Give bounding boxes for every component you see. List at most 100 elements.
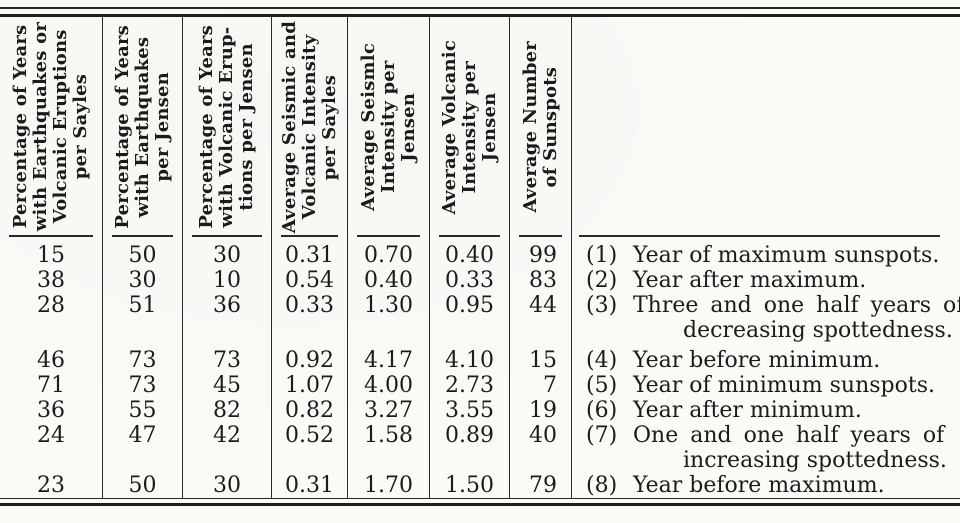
table-cell: 55 xyxy=(103,398,183,423)
table-cell: 46 xyxy=(0,343,103,373)
column-header-text: Percentage of Years with Earthquakes per… xyxy=(111,25,173,229)
scanned-page: Percentage of Years with Earthquakes or … xyxy=(0,7,960,523)
row-number: (8) xyxy=(586,473,618,498)
table-cell: 3.27 xyxy=(348,398,430,423)
table-cell: 82 xyxy=(183,398,272,423)
table-cell: 0.92 xyxy=(272,343,348,373)
row-description: (1) Year of maximum sunspots. xyxy=(572,237,960,268)
table-cell: 30 xyxy=(183,237,272,268)
row-description-text: Year before maximum. xyxy=(633,473,885,498)
table-cell: 2.73 xyxy=(430,373,510,398)
table-cell: 38 xyxy=(0,268,103,293)
table-cell: 4.00 xyxy=(348,373,430,398)
table-cell: 24 xyxy=(0,423,103,473)
row-description-text: decreasing spottedness. xyxy=(683,318,953,343)
table-cell: 0.31 xyxy=(272,237,348,268)
row-number: (1) xyxy=(586,243,618,268)
table-cell: 99 xyxy=(510,237,572,268)
table-cell: 15 xyxy=(510,343,572,373)
table-cell: 30 xyxy=(183,473,272,498)
column-header-text: Percentage of Years with Earthquakes or … xyxy=(10,22,91,232)
table-cell: 36 xyxy=(183,293,272,343)
table-cell: 44 xyxy=(510,293,572,343)
table-cell: 1.70 xyxy=(348,473,430,498)
table-cell: 73 xyxy=(103,343,183,373)
column-header-pct-years-eq-jensen: Percentage of Years with Earthquakes per… xyxy=(103,17,183,237)
row-description: (6) Year after minimum. xyxy=(572,398,960,423)
row-description-text: Three and one half years of xyxy=(633,293,960,318)
table-cell: 42 xyxy=(183,423,272,473)
table-cell: 0.89 xyxy=(430,423,510,473)
row-description-text: Year of maximum sunspots. xyxy=(633,243,940,268)
row-number: (4) xyxy=(586,348,618,373)
table-cell: 0.52 xyxy=(272,423,348,473)
data-table: Percentage of Years with Earthquakes or … xyxy=(0,17,960,498)
column-header-avg-volcanic-intensity-jensen: Average Volcanic Intensity per Jensen xyxy=(430,17,510,237)
table-cell: 0.82 xyxy=(272,398,348,423)
table-cell: 0.33 xyxy=(272,293,348,343)
column-header-avg-number-sunspots: Average Number of Sunspots xyxy=(510,17,572,237)
table-cell: 0.95 xyxy=(430,293,510,343)
column-header-row-descriptions xyxy=(572,17,960,237)
row-description-text: One and one half years of xyxy=(633,423,945,448)
column-header-pct-years-eq-volc-sayles: Percentage of Years with Earthquakes or … xyxy=(0,17,103,237)
table-cell: 0.40 xyxy=(430,237,510,268)
column-header-text: Average Seismlc Intensity per Jensen xyxy=(357,43,419,211)
table-cell: 1.07 xyxy=(272,373,348,398)
table-cell: 7 xyxy=(510,373,572,398)
row-description-text: increasing spottedness. xyxy=(683,448,947,473)
row-number: (7) xyxy=(586,423,618,448)
table-cell: 79 xyxy=(510,473,572,498)
row-description: (5) Year of minimum sunspots. xyxy=(572,373,960,398)
table-cell: 4.10 xyxy=(430,343,510,373)
row-description-text: Year after minimum. xyxy=(633,398,862,423)
table-cell: 36 xyxy=(0,398,103,423)
table-cell: 83 xyxy=(510,268,572,293)
table-cell: 0.70 xyxy=(348,237,430,268)
table-cell: 3.55 xyxy=(430,398,510,423)
table-cell: 15 xyxy=(0,237,103,268)
table-cell: 1.58 xyxy=(348,423,430,473)
row-description-text: Year before minimum. xyxy=(633,348,881,373)
table-cell: 0.33 xyxy=(430,268,510,293)
table-cell: 0.54 xyxy=(272,268,348,293)
row-description: (7) One and one half years of increasing… xyxy=(572,423,960,473)
row-number: (6) xyxy=(586,398,618,423)
column-header-avg-seismic-intensity-jensen: Average Seismlc Intensity per Jensen xyxy=(348,17,430,237)
table-cell: 47 xyxy=(103,423,183,473)
column-header-avg-seismic-volc-intensity-sayles: Average Seismic and Volcanic Intensity p… xyxy=(272,17,348,237)
row-number: (2) xyxy=(586,268,618,293)
table-cell: 10 xyxy=(183,268,272,293)
table-cell: 51 xyxy=(103,293,183,343)
column-header-pct-years-volc-jensen: Percentage of Years with Volcanic Erup- … xyxy=(183,17,272,237)
table-cell: 4.17 xyxy=(348,343,430,373)
column-header-text: Percentage of Years with Volcanic Erup- … xyxy=(196,25,257,229)
row-description: (4) Year before minimum. xyxy=(572,343,960,373)
table-cell: 71 xyxy=(0,373,103,398)
top-double-rule xyxy=(0,7,960,17)
table-cell: 23 xyxy=(0,473,103,498)
column-header-text: Average Number of Sunspots xyxy=(519,41,561,213)
column-header-text: Average Seismic and Volcanic Intensity p… xyxy=(278,20,340,234)
row-number: (3) xyxy=(586,293,618,318)
table-cell: 0.40 xyxy=(348,268,430,293)
table-cell: 45 xyxy=(183,373,272,398)
bottom-double-rule xyxy=(0,498,960,506)
table-cell: 0.31 xyxy=(272,473,348,498)
row-description-text: Year of minimum sunspots. xyxy=(633,373,935,398)
table-cell: 19 xyxy=(510,398,572,423)
table-cell: 30 xyxy=(103,268,183,293)
table-cell: 1.50 xyxy=(430,473,510,498)
table-cell: 50 xyxy=(103,473,183,498)
table-cell: 40 xyxy=(510,423,572,473)
table-cell: 1.30 xyxy=(348,293,430,343)
row-description: (3) Three and one half years of decreasi… xyxy=(572,293,960,343)
row-description: (2) Year after maximum. xyxy=(572,268,960,293)
row-number: (5) xyxy=(586,373,618,398)
table-cell: 50 xyxy=(103,237,183,268)
row-description: (8) Year before maximum. xyxy=(572,473,960,498)
table-cell: 28 xyxy=(0,293,103,343)
table-cell: 73 xyxy=(183,343,272,373)
table-cell: 73 xyxy=(103,373,183,398)
column-header-text: Average Volcanic Intensity per Jensen xyxy=(438,39,500,215)
